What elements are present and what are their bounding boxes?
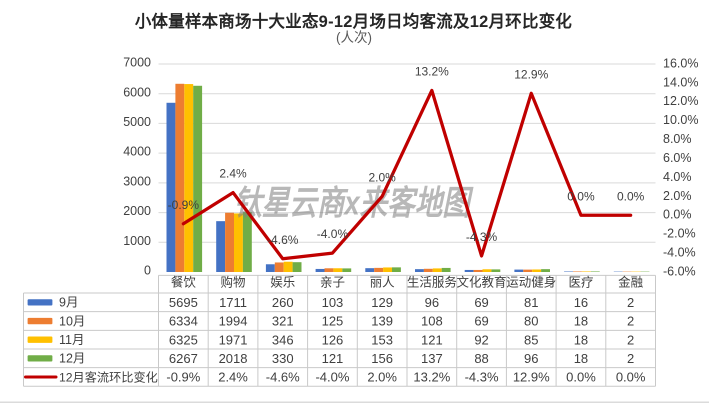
- svg-text:0.0%: 0.0%: [566, 370, 596, 385]
- svg-text:8.0%: 8.0%: [663, 132, 692, 146]
- svg-text:121: 121: [322, 351, 344, 366]
- svg-text:生活服务: 生活服务: [407, 275, 457, 290]
- svg-text:321: 321: [272, 314, 294, 329]
- svg-text:18: 18: [574, 332, 588, 347]
- svg-text:-4.3%: -4.3%: [466, 230, 498, 244]
- svg-text:0: 0: [144, 264, 151, 278]
- svg-text:16.0%: 16.0%: [663, 56, 698, 70]
- svg-text:69: 69: [474, 314, 488, 329]
- svg-text:12.9%: 12.9%: [513, 370, 550, 385]
- svg-text:小体量样本商场十大业态9-12月场日均客流及12月环比变化: 小体量样本商场十大业态9-12月场日均客流及12月环比变化: [135, 12, 573, 31]
- svg-text:-4.3%: -4.3%: [465, 370, 499, 385]
- svg-text:18: 18: [574, 314, 588, 329]
- svg-text:2.4%: 2.4%: [219, 167, 247, 181]
- svg-text:10月: 10月: [59, 314, 85, 328]
- svg-text:4000: 4000: [123, 145, 151, 159]
- svg-text:亲子: 亲子: [320, 276, 345, 290]
- svg-text:346: 346: [272, 332, 294, 347]
- svg-text:330: 330: [272, 351, 294, 366]
- svg-text:13.2%: 13.2%: [413, 370, 450, 385]
- svg-text:85: 85: [524, 332, 538, 347]
- svg-text:125: 125: [322, 314, 344, 329]
- svg-text:0.0%: 0.0%: [616, 370, 646, 385]
- svg-text:1994: 1994: [219, 314, 248, 329]
- svg-text:6325: 6325: [169, 332, 198, 347]
- svg-text:4.0%: 4.0%: [663, 170, 692, 184]
- svg-text:-0.9%: -0.9%: [168, 198, 200, 212]
- svg-text:129: 129: [371, 295, 393, 310]
- svg-text:6267: 6267: [169, 351, 198, 366]
- svg-text:-4.0%: -4.0%: [663, 245, 696, 259]
- svg-text:7000: 7000: [123, 56, 151, 70]
- svg-text:81: 81: [524, 295, 538, 310]
- svg-text:156: 156: [371, 351, 393, 366]
- svg-text:餐饮: 餐饮: [171, 275, 197, 290]
- svg-text:2: 2: [627, 351, 634, 366]
- svg-text:12月: 12月: [59, 352, 85, 366]
- svg-text:医疗: 医疗: [568, 276, 593, 290]
- svg-text:-6.0%: -6.0%: [663, 264, 696, 278]
- svg-text:103: 103: [322, 295, 344, 310]
- svg-text:2.0%: 2.0%: [367, 370, 397, 385]
- svg-text:钛星云商x来客地图: 钛星云商x来客地图: [234, 184, 474, 222]
- svg-text:153: 153: [371, 332, 393, 347]
- svg-text:13.2%: 13.2%: [415, 64, 449, 78]
- svg-text:0.0%: 0.0%: [617, 189, 645, 203]
- svg-text:丽人: 丽人: [370, 276, 396, 290]
- svg-text:6.0%: 6.0%: [663, 151, 692, 165]
- svg-text:2.0%: 2.0%: [368, 170, 396, 184]
- svg-text:260: 260: [272, 295, 294, 310]
- svg-text:0.0%: 0.0%: [567, 189, 595, 203]
- svg-text:6334: 6334: [169, 314, 198, 329]
- svg-text:137: 137: [421, 351, 443, 366]
- svg-text:文化教育: 文化教育: [457, 275, 507, 290]
- svg-text:2000: 2000: [123, 204, 151, 218]
- svg-text:-0.9%: -0.9%: [166, 370, 200, 385]
- svg-text:2: 2: [627, 332, 634, 347]
- svg-text:96: 96: [425, 295, 439, 310]
- svg-text:121: 121: [421, 332, 443, 347]
- svg-text:(人次): (人次): [336, 30, 372, 45]
- svg-text:9月: 9月: [59, 296, 78, 310]
- svg-text:6000: 6000: [123, 85, 151, 99]
- svg-text:96: 96: [524, 351, 538, 366]
- svg-text:92: 92: [474, 332, 488, 347]
- svg-text:18: 18: [574, 351, 588, 366]
- svg-text:-4.6%: -4.6%: [266, 370, 300, 385]
- svg-text:11月: 11月: [59, 333, 84, 347]
- svg-text:12月客流环比变化: 12月客流环比变化: [59, 369, 158, 384]
- svg-text:-4.6%: -4.6%: [267, 233, 299, 247]
- svg-text:88: 88: [474, 351, 488, 366]
- svg-text:5695: 5695: [169, 295, 198, 310]
- svg-text:0.0%: 0.0%: [663, 208, 692, 222]
- svg-text:3000: 3000: [123, 174, 151, 188]
- svg-text:2: 2: [627, 314, 634, 329]
- svg-text:娱乐: 娱乐: [270, 276, 295, 290]
- svg-text:12.0%: 12.0%: [663, 94, 698, 108]
- svg-text:2.0%: 2.0%: [663, 189, 692, 203]
- svg-text:-4.0%: -4.0%: [317, 227, 349, 241]
- svg-text:1711: 1711: [219, 295, 247, 310]
- svg-text:69: 69: [474, 295, 488, 310]
- svg-text:2.4%: 2.4%: [218, 370, 248, 385]
- svg-text:1000: 1000: [123, 234, 151, 248]
- svg-text:16: 16: [574, 295, 588, 310]
- svg-text:2: 2: [627, 295, 634, 310]
- svg-text:12.9%: 12.9%: [514, 67, 548, 81]
- svg-text:139: 139: [371, 314, 393, 329]
- svg-text:14.0%: 14.0%: [663, 75, 698, 89]
- svg-text:108: 108: [421, 314, 443, 329]
- svg-text:80: 80: [524, 314, 538, 329]
- svg-text:1971: 1971: [219, 332, 248, 347]
- svg-text:购物: 购物: [221, 275, 246, 290]
- svg-text:-2.0%: -2.0%: [663, 227, 696, 241]
- svg-text:5000: 5000: [123, 115, 151, 129]
- svg-text:10.0%: 10.0%: [663, 113, 698, 127]
- svg-text:运动健身: 运动健身: [506, 275, 556, 290]
- svg-text:2018: 2018: [219, 351, 248, 366]
- svg-text:-4.0%: -4.0%: [315, 370, 349, 385]
- svg-text:126: 126: [322, 332, 344, 347]
- svg-text:金融: 金融: [618, 275, 644, 290]
